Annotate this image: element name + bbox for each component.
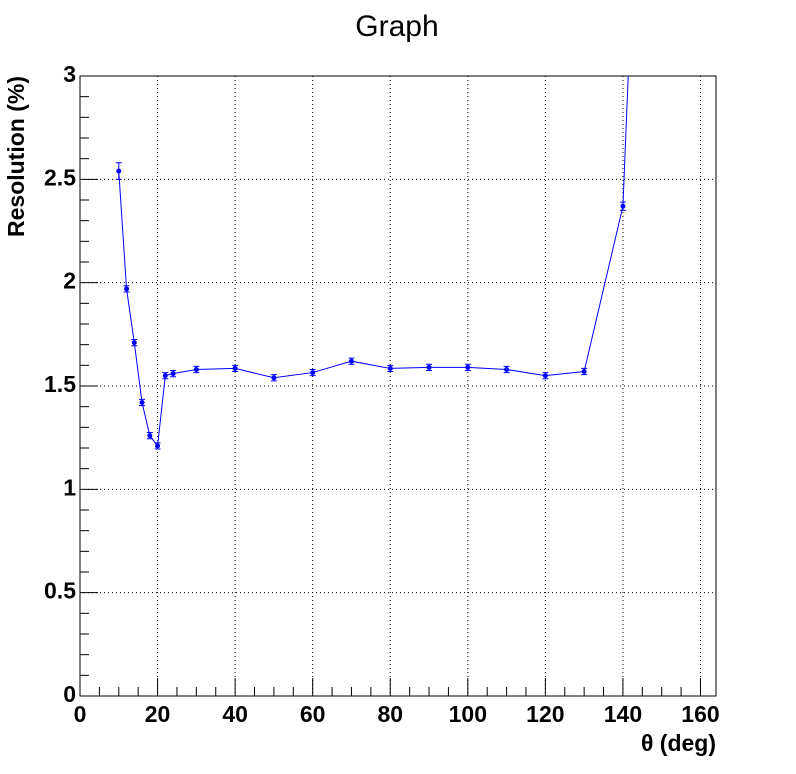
x-axis-label: θ (deg) <box>641 730 716 756</box>
data-point <box>155 443 161 449</box>
y-tick-label: 1 <box>63 474 76 500</box>
x-tick-label: 0 <box>74 701 87 727</box>
data-point <box>193 366 199 372</box>
data-point <box>387 365 393 371</box>
y-tick-label: 0.5 <box>44 578 76 604</box>
data-point <box>271 375 277 381</box>
y-tick-label: 0 <box>63 681 76 707</box>
data-point <box>232 365 238 371</box>
chart-title: Graph <box>355 10 438 43</box>
plot-area <box>115 76 629 450</box>
data-point <box>124 286 130 292</box>
x-tick-label: 60 <box>300 701 326 727</box>
y-axis-label: Resolution (%) <box>3 76 29 237</box>
data-point <box>581 369 587 375</box>
y-tick-label: 2 <box>63 268 76 294</box>
y-tick-label: 3 <box>63 61 76 87</box>
data-point <box>465 364 471 370</box>
x-tick-label: 140 <box>604 701 642 727</box>
data-point <box>426 364 432 370</box>
y-tick-label: 2.5 <box>44 164 76 190</box>
data-point <box>310 370 316 376</box>
y-tick-label: 1.5 <box>44 371 76 397</box>
x-tick-label: 80 <box>377 701 403 727</box>
x-tick-label: 100 <box>449 701 487 727</box>
data-point <box>170 371 176 377</box>
data-point <box>620 203 626 209</box>
x-tick-label: 120 <box>526 701 564 727</box>
data-point <box>542 373 548 379</box>
data-point <box>147 433 153 439</box>
plot-frame <box>79 75 717 697</box>
data-point <box>348 358 354 364</box>
data-point <box>162 373 168 379</box>
series-line <box>118 76 629 448</box>
data-point <box>504 366 510 372</box>
x-tick-label: 160 <box>681 701 719 727</box>
x-tick-label: 40 <box>222 701 248 727</box>
x-tick-label: 20 <box>145 701 171 727</box>
data-point <box>131 340 137 346</box>
data-point <box>116 168 122 174</box>
data-point <box>139 400 145 406</box>
